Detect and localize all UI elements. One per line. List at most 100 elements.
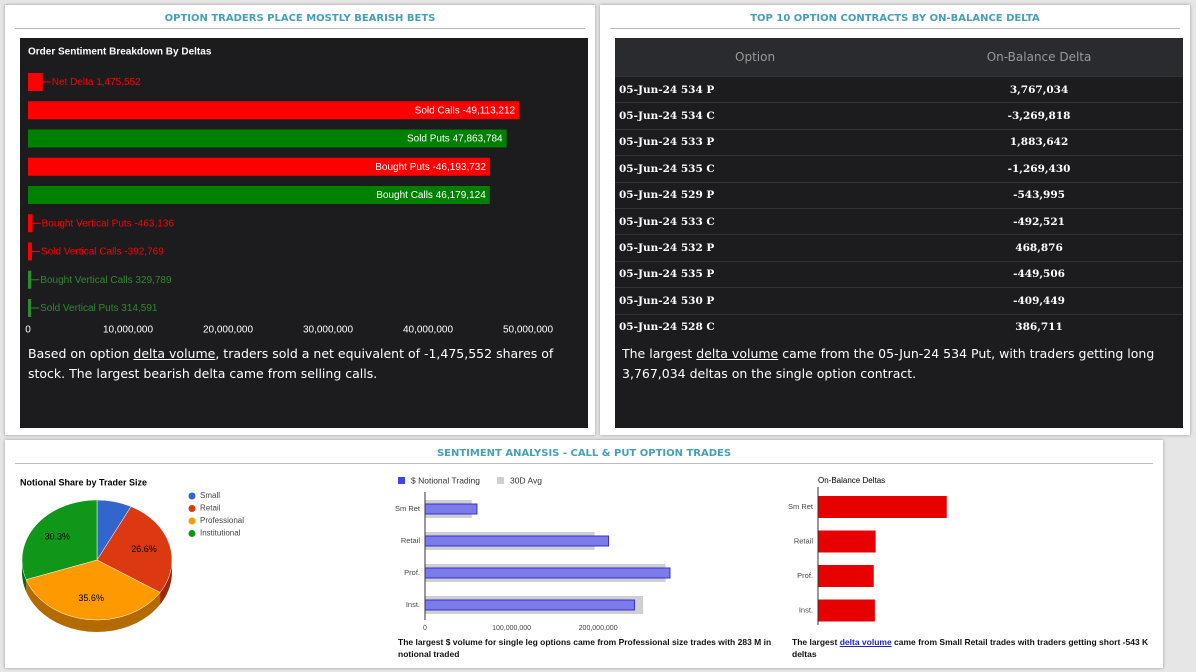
header-cell: Option bbox=[615, 38, 896, 77]
y-tick-label: Retail bbox=[401, 536, 421, 545]
link[interactable]: delta volume bbox=[133, 346, 216, 361]
x-tick-label: 0 bbox=[423, 625, 427, 632]
bar-label: Sold Vertical Calls -392,769 bbox=[41, 246, 164, 257]
y-tick-label: Retail bbox=[794, 536, 814, 545]
chart: Order Sentiment Breakdown By Deltas Net D… bbox=[25, 47, 553, 336]
category-label: Bought Vertical Puts bbox=[42, 218, 132, 229]
bar-label: Bought Calls 46,179,124 bbox=[376, 190, 486, 201]
slice-side bbox=[160, 560, 172, 605]
panel-title: OPTION TRADERS PLACE MOSTLY BEARISH BETS bbox=[164, 13, 436, 24]
value-label: 47,863,784 bbox=[453, 133, 503, 144]
note: The largest delta volume came from the 0… bbox=[622, 344, 1172, 384]
value-label: 1,475,552 bbox=[96, 77, 141, 88]
bar-label: Sold Puts 47,863,784 bbox=[407, 133, 503, 144]
category-label: Bought Vertical Calls bbox=[40, 274, 132, 285]
note: Based on option delta volume, traders so… bbox=[28, 344, 578, 384]
row: 05-Jun-24 528 C 386,711 bbox=[615, 313, 1183, 340]
row: 05-Jun-24 529 P -543,995 bbox=[615, 181, 1183, 209]
row: 05-Jun-24 534 C -3,269,818 bbox=[615, 102, 1183, 130]
note-text: The largest bbox=[792, 637, 840, 647]
note-text: came from the 05-Jun-24 534 Put, with tr… bbox=[622, 346, 1155, 381]
row: 05-Jun-24 533 C -492,521 bbox=[615, 207, 1183, 235]
cell: 05-Jun-24 534 C bbox=[615, 102, 896, 130]
x-tick-label: 40,000,000 bbox=[403, 325, 453, 336]
link[interactable]: delta volume bbox=[839, 637, 892, 647]
cell: 1,883,642 bbox=[895, 128, 1183, 156]
panel-title: TOP 10 OPTION CONTRACTS BY ON-BALANCE DE… bbox=[750, 13, 1040, 24]
note-text: Based on option bbox=[28, 346, 134, 361]
row: 05-Jun-24 532 P 468,876 bbox=[615, 234, 1183, 262]
x-tick-label: 10,000,000 bbox=[103, 325, 153, 336]
value-label: -49,113,212 bbox=[462, 105, 515, 116]
data-label: 26.6% bbox=[131, 544, 157, 554]
category-label: Sold Calls bbox=[415, 105, 460, 116]
bar-label: Sold Calls -49,113,212 bbox=[415, 105, 516, 116]
cell: -449,506 bbox=[895, 260, 1183, 288]
x-tick-label: 100,000,000 bbox=[492, 625, 531, 632]
cell: 05-Jun-24 535 P bbox=[615, 260, 896, 288]
cell: 05-Jun-24 534 P bbox=[615, 75, 896, 103]
link[interactable]: delta volume bbox=[696, 346, 779, 361]
divider bbox=[610, 28, 1180, 29]
bar bbox=[28, 101, 520, 120]
bar-label: Bought Vertical Calls 329,789 bbox=[40, 274, 172, 285]
category-label: Sold Puts bbox=[407, 133, 450, 144]
cell: 386,711 bbox=[895, 313, 1183, 340]
data-label: 35.6% bbox=[78, 593, 104, 603]
bar-label: Sold Vertical Puts 314,591 bbox=[40, 303, 158, 314]
legend-label: Small bbox=[200, 491, 220, 500]
slice bbox=[96, 506, 173, 593]
cell: -409,449 bbox=[895, 287, 1183, 315]
legend-swatch bbox=[188, 517, 196, 525]
chart-title: Notional Share by Trader Size bbox=[20, 477, 147, 487]
slice bbox=[25, 559, 161, 621]
row: 05-Jun-24 534 P 3,767,034 bbox=[615, 75, 1183, 103]
legend-swatch bbox=[188, 530, 196, 537]
category-label: Bought Calls bbox=[376, 190, 433, 201]
bar bbox=[818, 530, 876, 553]
cell: 05-Jun-24 530 P bbox=[615, 287, 896, 315]
legend-label: Institutional bbox=[200, 529, 241, 538]
bar bbox=[424, 503, 478, 515]
panel: Notional Share by Trader Size Small 26.6% R… bbox=[5, 440, 1163, 668]
x-tick-label: 30,000,000 bbox=[303, 325, 353, 336]
cell: -3,269,818 bbox=[895, 102, 1183, 130]
row: 05-Jun-24 533 P 1,883,642 bbox=[615, 128, 1183, 156]
table-area: Option On-Balance Delta 05-Jun-24 534 P 3,7… bbox=[615, 38, 1183, 428]
legend-swatch bbox=[188, 505, 196, 512]
note-text: The largest bbox=[622, 346, 697, 361]
slice-side bbox=[26, 579, 161, 632]
bar bbox=[28, 242, 32, 261]
row: 05-Jun-24 535 P -449,506 bbox=[615, 260, 1183, 288]
cell: 05-Jun-24 532 P bbox=[615, 234, 896, 262]
y-tick-label: Sm Ret bbox=[395, 504, 421, 513]
value-label: 314,591 bbox=[121, 303, 158, 314]
cell: 05-Jun-24 535 C bbox=[615, 155, 896, 183]
x-tick-label: 50,000,000 bbox=[503, 325, 553, 336]
cell: 05-Jun-24 533 P bbox=[615, 128, 896, 156]
chart-area: Order Sentiment Breakdown By Deltas Net D… bbox=[20, 38, 588, 428]
bar bbox=[424, 567, 671, 579]
bar bbox=[28, 214, 33, 233]
value-label: -392,769 bbox=[124, 246, 164, 257]
header-cell: On-Balance Delta bbox=[895, 38, 1183, 77]
cell: 3,767,034 bbox=[895, 75, 1183, 103]
panel: OPTION TRADERS PLACE MOSTLY BEARISH BETS… bbox=[5, 5, 595, 435]
value-label: -46,193,732 bbox=[433, 161, 487, 172]
divider bbox=[15, 463, 1153, 464]
table: Option On-Balance Delta 05-Jun-24 534 P 3,7… bbox=[615, 38, 1183, 340]
bar bbox=[28, 157, 490, 176]
panel-title: SENTIMENT ANALYSIS - CALL & PUT OPTION T… bbox=[436, 448, 732, 459]
y-tick-label: Inst. bbox=[406, 600, 420, 609]
y-tick-label: Sm Ret bbox=[788, 502, 814, 511]
cell: -1,269,430 bbox=[895, 155, 1183, 183]
caption: The largest $ volume for single leg opti… bbox=[398, 637, 772, 659]
cell: -492,521 bbox=[895, 207, 1183, 235]
slice-side bbox=[22, 560, 27, 592]
legend-label: $ Notional Trading bbox=[411, 475, 480, 485]
bar bbox=[28, 299, 32, 317]
bar bbox=[28, 129, 507, 148]
bar bbox=[28, 270, 32, 289]
chart-title: On-Balance Deltas bbox=[818, 476, 885, 485]
